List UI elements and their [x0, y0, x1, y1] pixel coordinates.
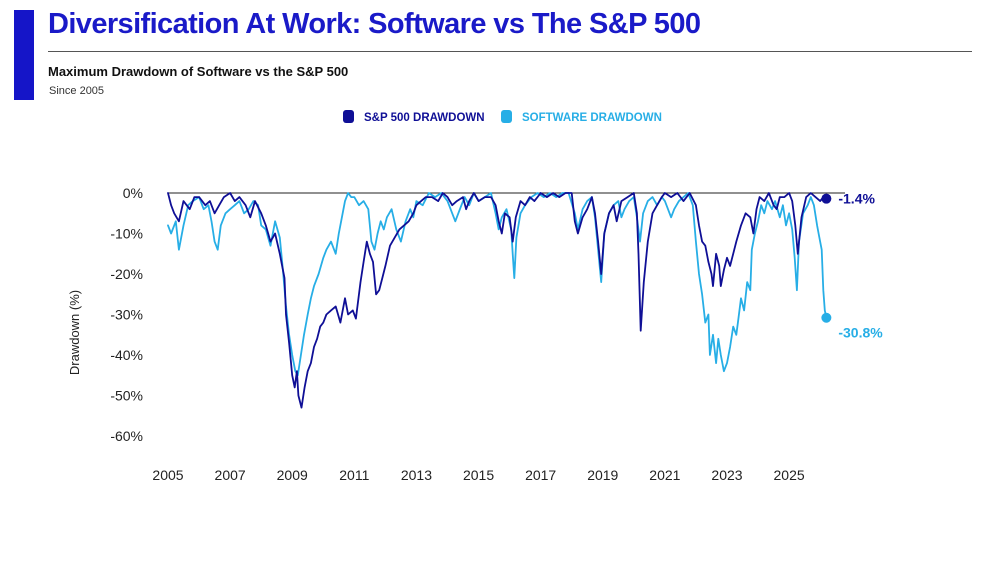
x-tick-label: 2011	[339, 467, 369, 483]
software-end-marker	[821, 312, 832, 323]
y-tick-label: 0%	[123, 185, 143, 201]
x-tick-label: 2009	[277, 467, 308, 483]
x-tick-label: 2015	[463, 467, 494, 483]
y-tick-label: -10%	[110, 226, 143, 242]
x-tick-label: 2005	[152, 467, 183, 483]
chart-subtitle: Maximum Drawdown of Software vs the S&P …	[48, 64, 349, 79]
legend-sp500-swatch	[343, 110, 354, 123]
y-tick-label: -40%	[110, 347, 143, 363]
x-tick-label: 2025	[774, 467, 805, 483]
series-lines	[167, 192, 828, 409]
sp500-end-label: -1.4%	[838, 191, 875, 207]
axes: 0% -10% -20% -30% -40% -50% -60% 2005 2007 2009 20…	[67, 185, 845, 483]
legend-sp500-label: S&P 500 DRAWDOWN	[364, 112, 485, 124]
end-markers: -1.4% -30.8%	[821, 191, 883, 341]
accent-bar	[14, 10, 34, 100]
y-tick-label: -20%	[110, 266, 143, 282]
software-end-label: -30.8%	[838, 325, 883, 341]
page-title: Diversification At Work: Software vs The…	[48, 8, 701, 40]
x-tick-label: 2013	[401, 467, 432, 483]
y-tick-label: -50%	[110, 388, 143, 404]
x-tick-label: 2019	[587, 467, 618, 483]
software-drawdown-line	[167, 192, 828, 377]
legend-software-swatch	[501, 110, 512, 123]
date-range-note: Since 2005	[49, 85, 105, 97]
x-tick-label: 2023	[711, 467, 742, 483]
x-tick-label: 2017	[525, 467, 556, 483]
x-tick-label: 2007	[215, 467, 246, 483]
y-tick-label: -60%	[110, 428, 143, 444]
y-axis-title: Drawdown (%)	[67, 290, 82, 375]
title-divider	[48, 51, 972, 52]
legend: S&P 500 DRAWDOWN SOFTWARE DRAWDOWN	[343, 110, 662, 124]
y-tick-label: -30%	[110, 307, 143, 323]
x-tick-label: 2021	[649, 467, 680, 483]
sp500-drawdown-line	[167, 192, 828, 409]
legend-software-label: SOFTWARE DRAWDOWN	[522, 112, 662, 124]
sp500-end-marker	[821, 193, 832, 204]
